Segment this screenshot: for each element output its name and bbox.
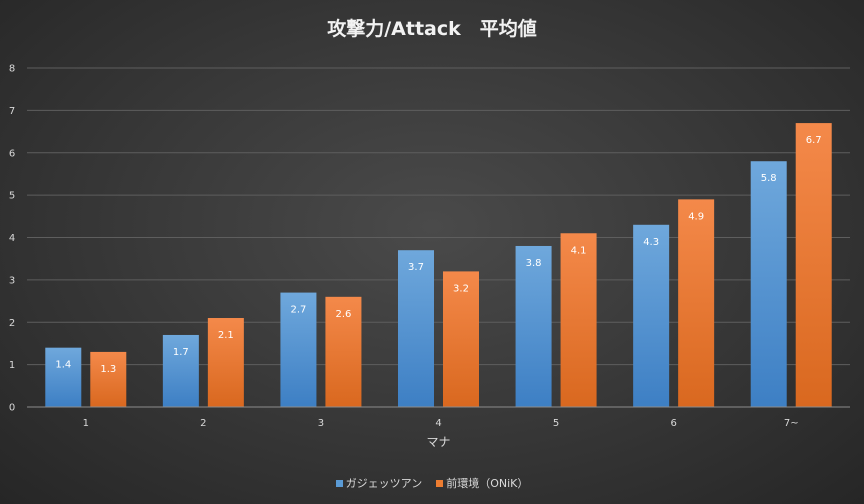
data-label: 5.8 — [761, 173, 777, 184]
x-tick-label: 7~ — [784, 418, 799, 429]
y-tick-label: 0 — [9, 403, 15, 414]
bar-series-1 — [45, 347, 82, 407]
gridlines — [27, 67, 850, 366]
bar-series-2 — [443, 271, 479, 407]
bar-series-1 — [280, 292, 317, 407]
data-label: 4.9 — [688, 211, 704, 222]
y-axis-ticks: 0 1 2 3 4 5 6 7 8 — [9, 64, 15, 414]
data-labels: 1.4 1.3 1.7 2.1 2.7 2.6 3.7 3.2 3.8 4.1 4.3 4.9 5.8 6… — [55, 135, 821, 375]
y-tick-label: 2 — [9, 318, 15, 329]
data-label: 1.7 — [173, 347, 189, 358]
data-label: 1.3 — [100, 364, 116, 375]
legend-label-series-1: ガジェッツアン — [345, 477, 423, 490]
x-tick-label: 6 — [670, 418, 676, 429]
y-tick-label: 1 — [9, 360, 15, 371]
bar-series-2 — [678, 199, 715, 407]
bar-series-1 — [633, 224, 670, 407]
data-label: 2.6 — [335, 309, 351, 320]
bar-series-1 — [750, 161, 787, 407]
y-tick-label: 5 — [9, 191, 15, 202]
legend: ガジェッツアン 前環境（ONiK） — [0, 475, 864, 491]
x-tick-label: 4 — [435, 418, 441, 429]
data-label: 4.1 — [571, 245, 587, 256]
legend-swatch-series-1 — [335, 479, 343, 487]
x-axis-ticks: 1 2 3 4 5 6 7~ — [83, 418, 799, 429]
bar-series-1 — [162, 334, 199, 407]
x-tick-label: 1 — [83, 418, 89, 429]
data-label: 4.3 — [643, 237, 659, 248]
x-tick-label: 3 — [318, 418, 324, 429]
bar-series-1 — [515, 245, 552, 407]
y-tick-label: 3 — [9, 275, 15, 286]
bar-series-2 — [560, 233, 597, 407]
data-label: 2.1 — [218, 330, 234, 341]
data-label: 1.4 — [55, 360, 71, 371]
bar-series-1 — [398, 250, 434, 407]
x-tick-label: 2 — [200, 418, 206, 429]
x-tick-label: 5 — [553, 418, 559, 429]
legend-item-series-1: ガジェッツアン — [335, 475, 423, 491]
bar-series-2 — [795, 123, 832, 408]
y-tick-label: 8 — [9, 64, 15, 75]
x-axis-label: マナ — [426, 435, 450, 449]
data-label: 6.7 — [806, 135, 822, 146]
data-label: 3.8 — [526, 258, 542, 269]
y-tick-label: 6 — [9, 148, 15, 159]
bar-series-2 — [325, 296, 362, 407]
chart-title: 攻撃力/Attack 平均値 — [327, 18, 537, 40]
data-label: 2.7 — [290, 305, 306, 316]
y-tick-label: 4 — [9, 233, 15, 244]
data-label: 3.2 — [453, 283, 469, 294]
bar-series-2 — [90, 351, 127, 407]
bar-series-2 — [207, 318, 244, 407]
legend-swatch-series-2 — [436, 479, 444, 487]
y-tick-label: 7 — [9, 106, 15, 117]
data-label: 3.7 — [408, 262, 424, 273]
legend-label-series-2: 前環境（ONiK） — [446, 477, 529, 490]
legend-item-series-2: 前環境（ONiK） — [436, 475, 528, 491]
bars — [45, 123, 832, 408]
